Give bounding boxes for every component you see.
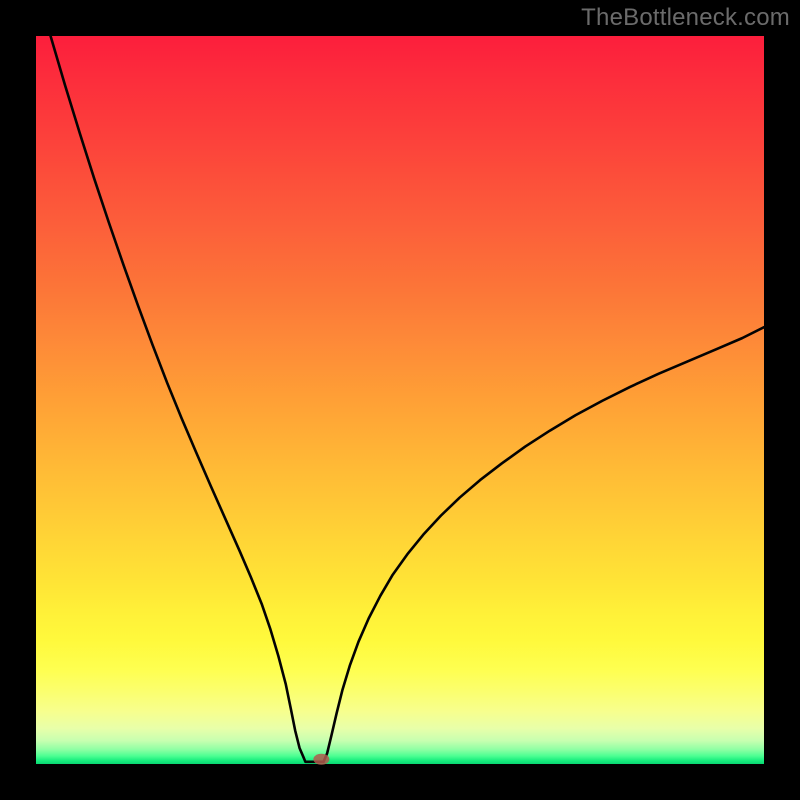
bottleneck-chart: [0, 0, 800, 800]
chart-stage: TheBottleneck.com: [0, 0, 800, 800]
plot-background: [36, 36, 764, 764]
minimum-marker: [313, 754, 329, 765]
